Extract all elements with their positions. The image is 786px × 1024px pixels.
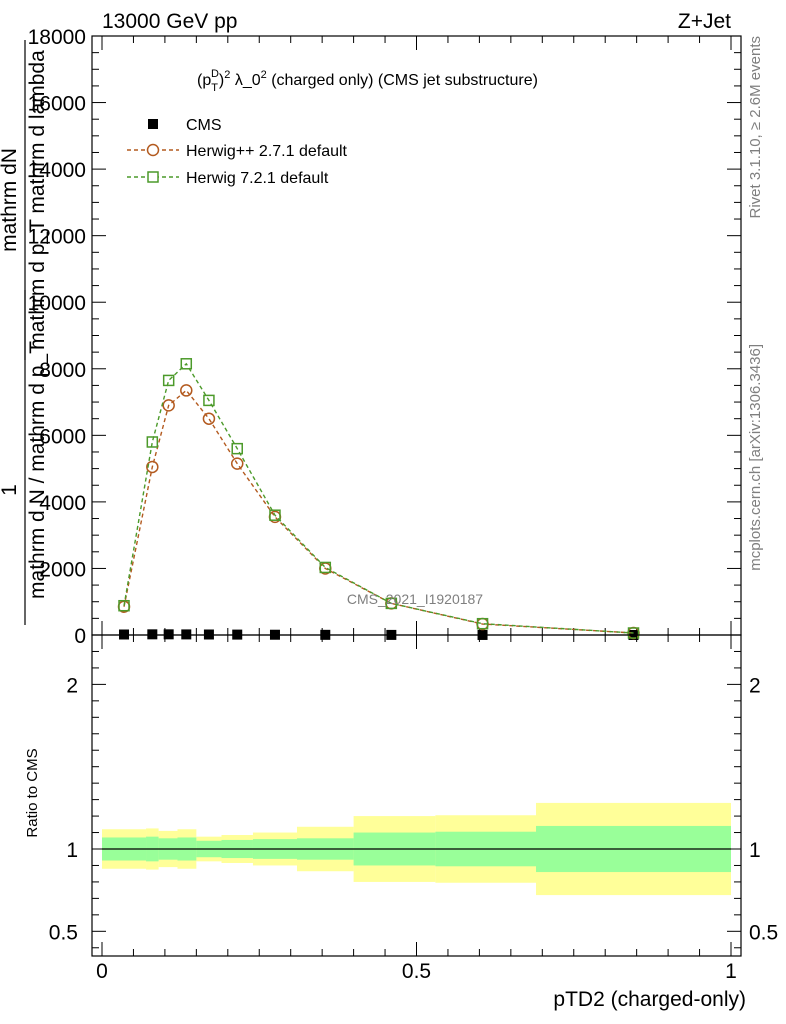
data-point-herwig7 [269,509,281,521]
title-exp: 2 [224,69,230,81]
y-tick-label: 12000 [28,226,86,249]
data-point-herwigpp [180,384,193,397]
data-point-herwig7 [627,627,640,639]
data-point-herwig7 [180,358,193,370]
ratio-y-tick-label: 2 [66,674,78,697]
title-lambda: λ_0 [230,72,260,89]
data-point-herwig7 [118,599,130,612]
title-sub: T [211,82,218,94]
data-point-herwig7 [319,561,332,574]
title-lead: (p [197,72,211,89]
rivet-label: Rivet 3.1.10, ≥ 2.6M events [747,36,764,219]
ratio-y-tick-label-right: 0.5 [749,921,778,944]
y-axis-label: mathrm dN mathrm d p_T mathrm d lambda 1… [0,40,49,625]
data-point-herwig7 [203,394,215,407]
data-point-herwig7 [146,436,159,448]
legend-marker-herwigpp [146,143,160,157]
title-rest: (charged only) (CMS jet substructure) [267,72,538,89]
y-tick-label: 6000 [39,425,86,448]
ratio-y-label: Ratio to CMS [24,748,41,837]
data-point-cms [147,629,158,640]
legend-label: CMS [186,117,222,134]
legend: CMS Herwig++ 2.7.1 default Herwig 7.2.1 de… [127,117,348,187]
ratio-y-tick-label: 0.5 [49,921,78,944]
series-line [123,389,634,634]
legend-marker-cms [148,119,158,129]
ratio-y-tick-label: 1 [66,839,78,862]
y-tick-label: 16000 [28,93,86,116]
data-point-herwigpp [202,412,216,425]
ratio-frame [91,634,742,957]
data-point-herwig7 [162,374,175,387]
y-tick-label: 2000 [39,558,86,581]
data-point-herwig7 [385,597,398,610]
ratio-y-tick-label-right: 1 [749,839,761,862]
header-process: Z+Jet [678,10,731,33]
y-tick-label: 14000 [28,159,86,182]
mcplots-label: mcplots.cern.ch [arXiv:1306.3436] [747,344,764,571]
y-tick-label: 10000 [28,292,86,315]
title-close: ) [219,72,224,89]
main-plot: 0 2000 4000 6000 8000 10000 12000 14000 16000 180… [28,26,742,648]
y-label-one: 1 [0,484,21,496]
ratio-y-tick-label-right: 2 [749,674,761,697]
title-exp2: 2 [261,69,267,81]
x-axis-label: pTD2 (charged-only) [553,988,746,1011]
x-tick-label: 0.5 [402,960,431,983]
x-tick-label: 0 [96,960,108,983]
y-tick-label: 4000 [39,492,86,515]
series-line [123,362,634,634]
data-point-cms [163,629,174,640]
legend-label: Herwig++ 2.7.1 default [186,143,348,160]
y-label-denominator-top: mathrm d p_T mathrm d lambda [26,50,49,350]
header-energy: 13000 GeV pp [102,10,237,33]
data-point-herwigpp [230,457,244,470]
y-tick-label: 18000 [28,26,86,49]
plot-title: (pTD)2 λ_02 (charged only) (CMS jet subs… [197,68,538,94]
data-point-herwig7 [231,442,243,455]
watermark: CMS_2021_I1920187 [347,591,483,607]
y-label-numerator-top: mathrm dN [0,148,21,252]
data-point-herwig7 [476,617,489,630]
y-tick-label: 8000 [39,359,86,382]
legend-label: Herwig 7.2.1 default [186,170,329,187]
legend-marker-herwig7 [147,171,159,183]
x-tick-label: 1 [725,960,737,983]
y-label-denominator-bottom: mathrm d N / mathrm d p_T [26,341,49,599]
ratio-plot: 0 0.5 1 0.5 0.5 1 1 2 2 [49,634,778,983]
data-point-herwigpp [146,460,159,474]
data-point-herwigpp [162,399,175,412]
title-sup: D [211,68,219,80]
y-tick-label: 0 [74,625,86,648]
